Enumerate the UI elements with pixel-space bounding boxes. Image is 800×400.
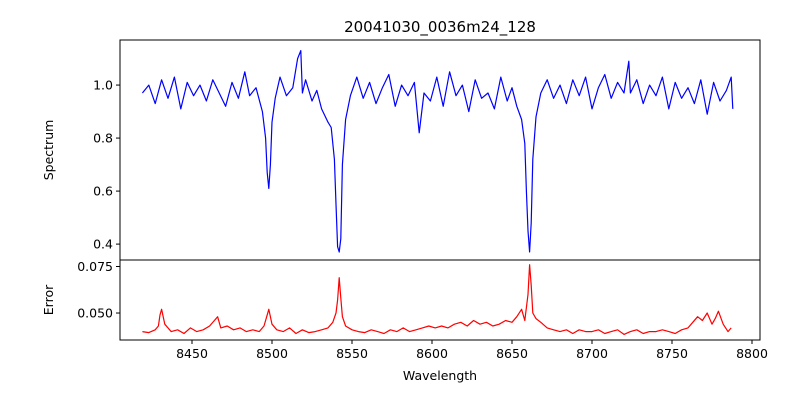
x-tick-label: 8550 xyxy=(336,346,368,361)
error-y-axis-label: Error xyxy=(41,284,56,315)
x-tick-label: 8750 xyxy=(656,346,688,361)
x-tick-label: 8600 xyxy=(416,346,448,361)
spectrum-y-tick-label: 0.8 xyxy=(93,131,113,146)
spectrum-series-layer xyxy=(141,49,734,253)
x-tick-label: 8700 xyxy=(576,346,608,361)
error-axes-frame xyxy=(119,259,761,341)
chart-title: 20041030_0036m24_128 xyxy=(344,18,536,37)
error-series-layer xyxy=(142,264,732,335)
spectrum-series-line-0 xyxy=(141,49,734,253)
x-tick-label: 8450 xyxy=(176,346,208,361)
spectrum-y-tick-label: 1.0 xyxy=(93,78,113,93)
spectrum-y-axis-label: Spectrum xyxy=(41,120,56,181)
spectrum-y-ticks: 0.4 0.6 0.8 1.0 xyxy=(93,78,120,252)
error-y-tick-label: 0.075 xyxy=(77,259,113,274)
error-y-ticks: 0.050 0.075 xyxy=(77,259,120,321)
error-panel: 0.050 0.075 Error xyxy=(41,259,761,341)
spectrum-y-tick-label: 0.6 xyxy=(93,184,113,199)
error-y-tick-label: 0.050 xyxy=(77,306,113,321)
x-tick-label: 8800 xyxy=(736,346,768,361)
error-series-line-0 xyxy=(142,264,732,335)
x-axis-ticks: 8450 8500 8550 8600 8650 8700 8750 8800 xyxy=(176,340,768,361)
x-tick-label: 8500 xyxy=(256,346,288,361)
x-tick-label: 8650 xyxy=(496,346,528,361)
x-axis-label: Wavelength xyxy=(403,368,477,383)
spectrum-y-tick-label: 0.4 xyxy=(93,237,113,252)
